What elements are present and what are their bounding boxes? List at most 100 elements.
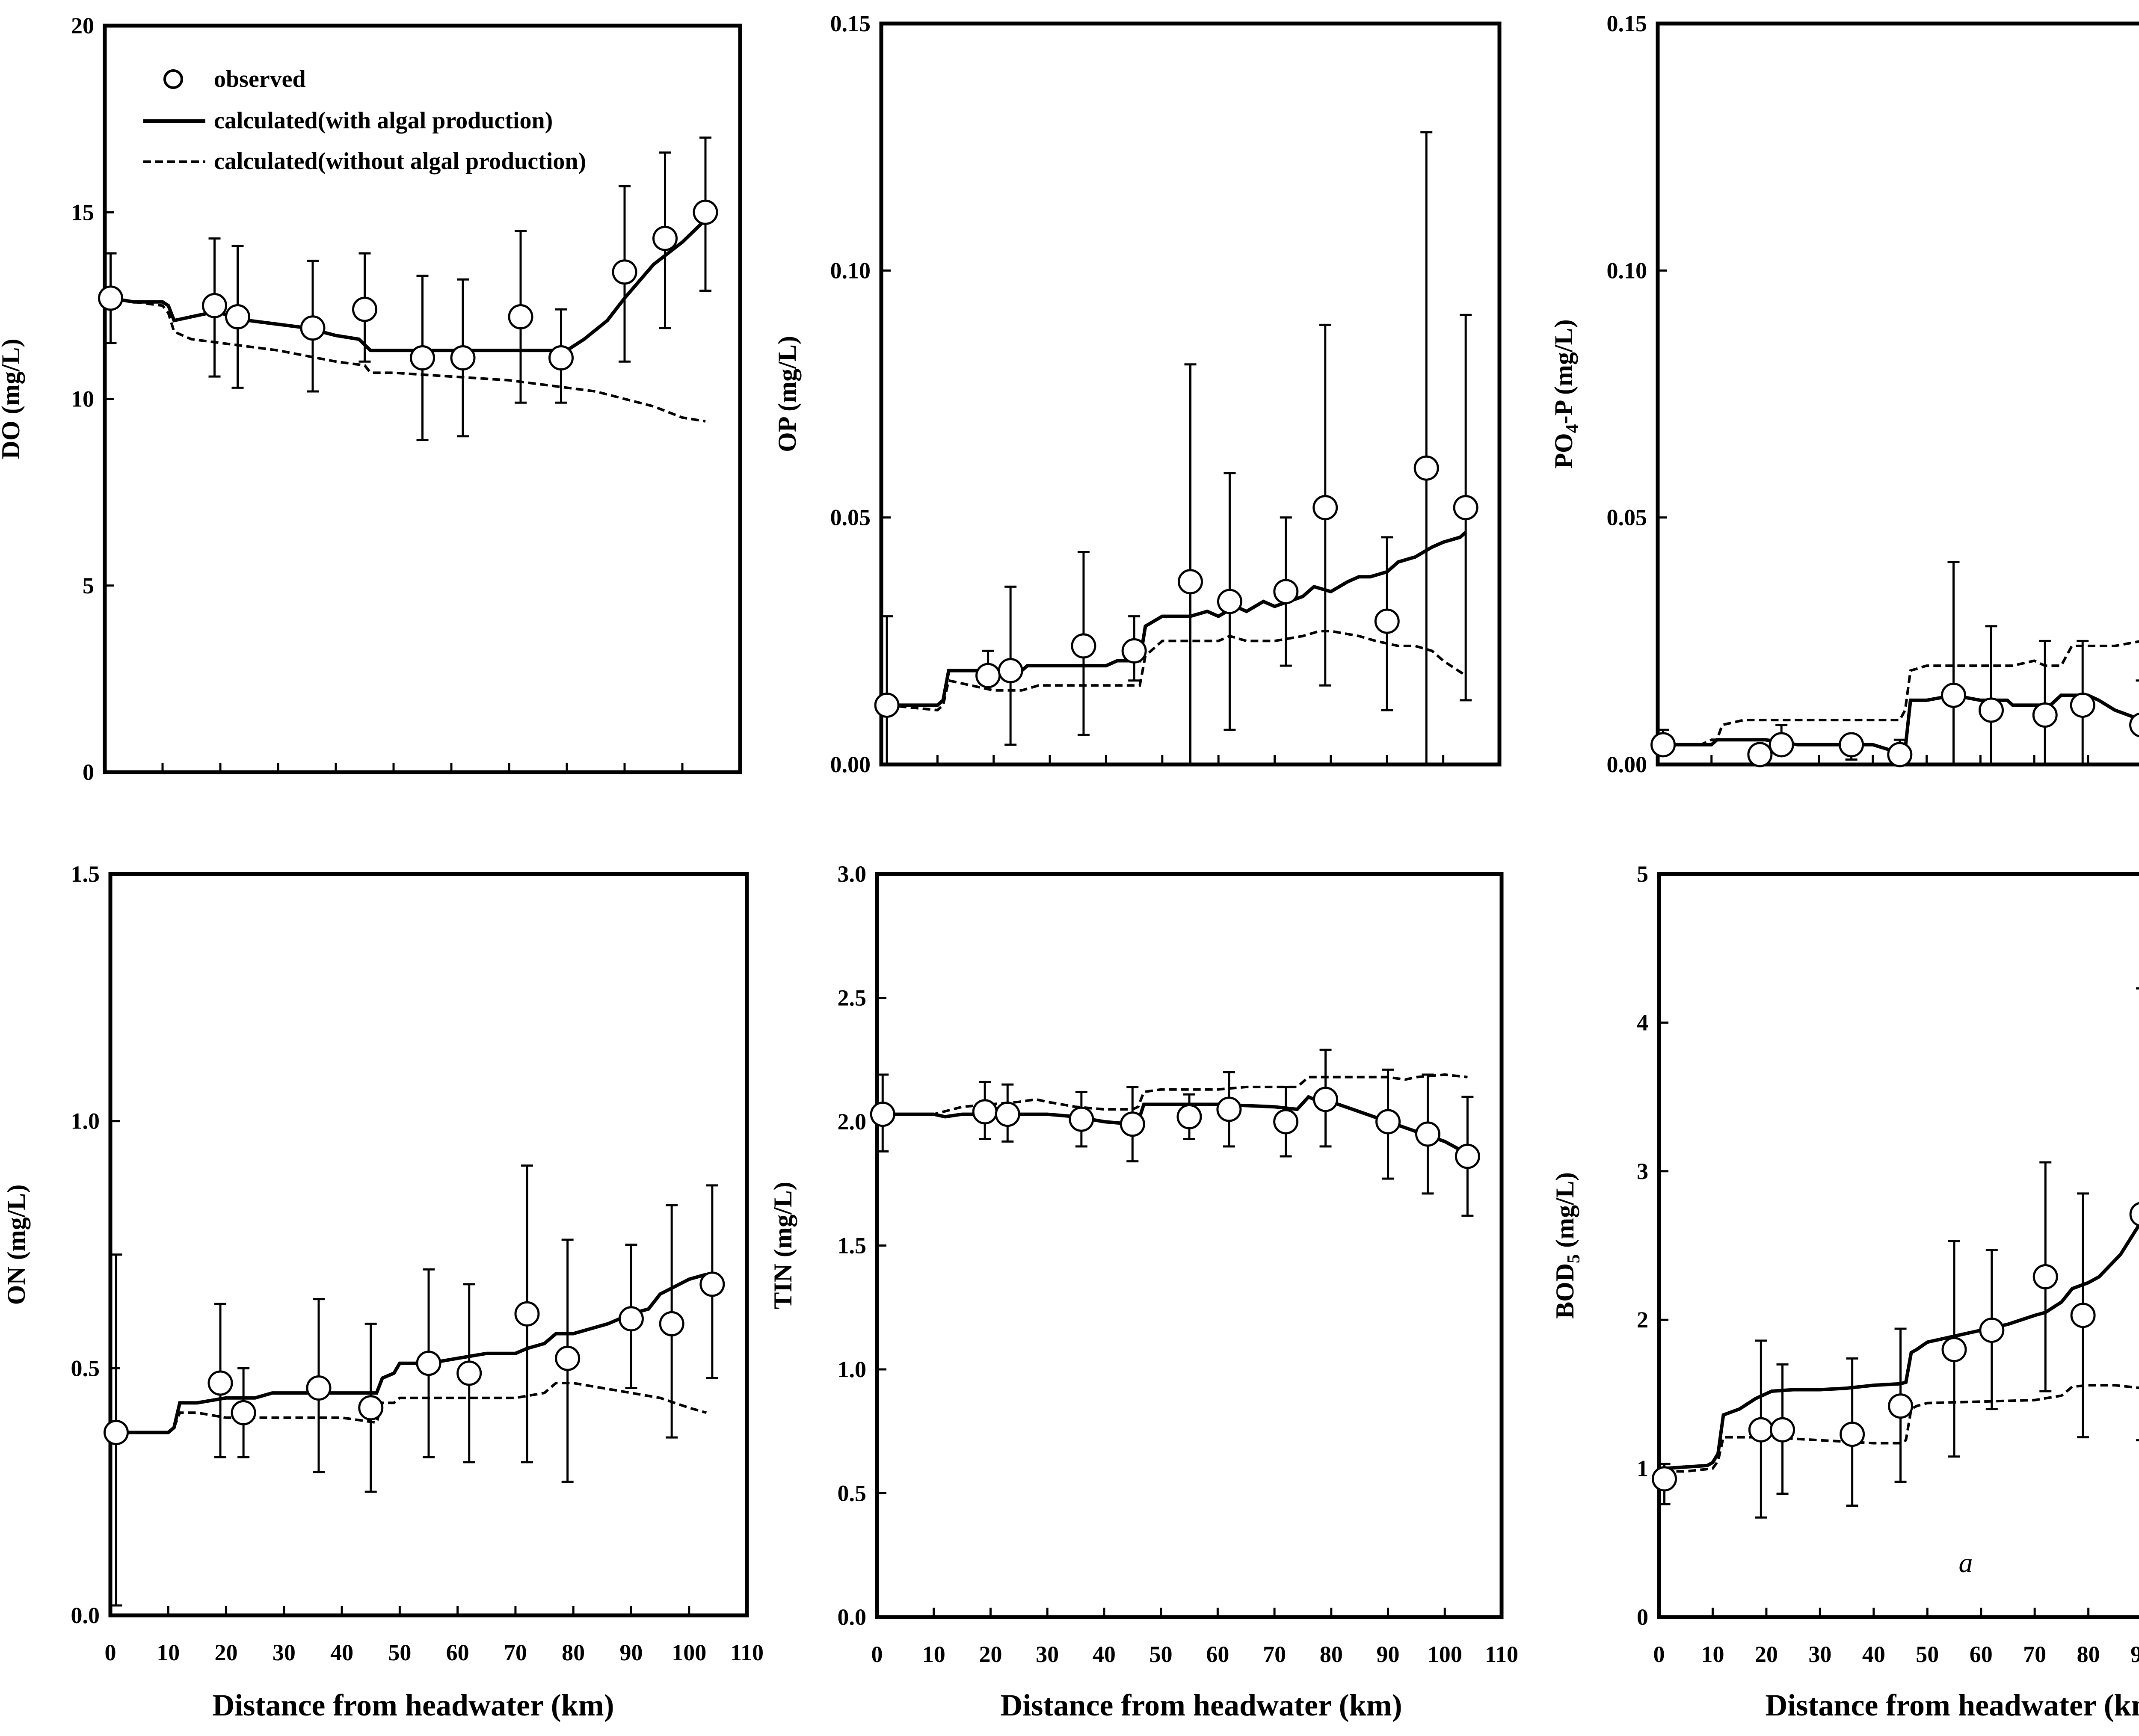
plot-area bbox=[110, 1164, 718, 1607]
legend-without-algae-label: calculated(without algal production) bbox=[214, 148, 586, 175]
y-tick-label: 2.0 bbox=[838, 1109, 867, 1135]
y-axis-title: TIN (mg/L) bbox=[769, 1182, 797, 1309]
x-tick-label: 80 bbox=[562, 1640, 585, 1665]
observed-point bbox=[1273, 1109, 1299, 1135]
observed-point bbox=[1121, 638, 1147, 664]
observed-point bbox=[1455, 1144, 1480, 1169]
x-tick-label: 60 bbox=[446, 1640, 469, 1665]
observed-point bbox=[659, 1311, 684, 1336]
observed-point bbox=[693, 199, 718, 225]
observed-point bbox=[1374, 608, 1400, 634]
observed-point bbox=[2129, 712, 2139, 738]
y-tick-label: 0.5 bbox=[838, 1481, 867, 1506]
observed-point bbox=[358, 1395, 384, 1421]
x-tick-label: 50 bbox=[1149, 1641, 1173, 1667]
x-tick-label: 80 bbox=[2077, 1641, 2100, 1667]
observed-point bbox=[1839, 732, 1864, 758]
legend: observed calculated(with algal productio… bbox=[143, 66, 586, 175]
y-tick-label: 0.5 bbox=[71, 1355, 100, 1381]
observed-point bbox=[225, 304, 250, 330]
y-tick-label: 1.0 bbox=[838, 1357, 867, 1382]
plot-area bbox=[1658, 561, 2139, 764]
y-tick-label: 0.05 bbox=[830, 505, 871, 530]
plot-area bbox=[1659, 987, 2139, 1519]
observed-point bbox=[202, 293, 227, 318]
observed-point bbox=[1941, 682, 1966, 708]
x-tick-label: 90 bbox=[619, 1640, 643, 1665]
plot-frame bbox=[1656, 21, 2139, 767]
x-tick-label: 70 bbox=[1263, 1641, 1286, 1667]
y-tick-label: 0 bbox=[83, 759, 94, 785]
observed-point bbox=[1747, 742, 1773, 767]
series-without-algal-production bbox=[1664, 1384, 2139, 1473]
y-tick-label: 10 bbox=[71, 386, 94, 412]
observed-point bbox=[104, 1420, 129, 1446]
observed-point bbox=[1887, 742, 1913, 767]
x-tick-label: 30 bbox=[273, 1640, 296, 1665]
x-tick-label: 20 bbox=[1755, 1641, 1778, 1667]
series-without-algal-production bbox=[110, 296, 706, 423]
y-tick-label: 2 bbox=[1637, 1307, 1648, 1333]
y-tick-label: 0.00 bbox=[1607, 752, 1647, 777]
legend-observed-label: observed bbox=[214, 66, 306, 92]
observed-point bbox=[972, 1099, 998, 1125]
y-axis-title: PO4-P (mg/L) bbox=[1549, 319, 1582, 468]
y-tick-label: 0.0 bbox=[71, 1603, 100, 1628]
observed-point bbox=[1840, 1422, 1865, 1447]
y-tick-label: 3.0 bbox=[838, 861, 867, 887]
y-tick-label: 2.5 bbox=[838, 985, 867, 1011]
observed-point bbox=[2032, 1264, 2058, 1289]
observed-point bbox=[555, 1345, 581, 1371]
observed-point bbox=[231, 1400, 256, 1425]
y-tick-label: 0.05 bbox=[1607, 505, 1647, 530]
observed-point bbox=[1979, 1318, 2005, 1343]
observed-point bbox=[1313, 1087, 1339, 1112]
y-axis-title: OP (mg/L) bbox=[773, 336, 801, 452]
observed-point bbox=[1071, 633, 1096, 659]
legend-observed-marker bbox=[163, 69, 183, 89]
observed-point bbox=[1650, 732, 1676, 758]
observed-point bbox=[1312, 495, 1338, 521]
x-tick-label: 50 bbox=[1916, 1641, 1939, 1667]
panel-tin: 0.0 0.5 1.0 1.5 2.0 2.5 3.0 0 10 20 30 40 50 60 70 80 90… bbox=[769, 861, 1518, 1667]
observed-point bbox=[998, 658, 1023, 684]
x-tick-label: 60 bbox=[1206, 1641, 1229, 1667]
y-axis-title: ON (mg/L) bbox=[2, 1185, 30, 1305]
observed-point bbox=[514, 1301, 540, 1327]
observed-point bbox=[1979, 697, 2004, 723]
observed-point bbox=[548, 345, 574, 371]
observed-point bbox=[1748, 1417, 1774, 1443]
x-tick-label: 20 bbox=[979, 1641, 1002, 1667]
panel-annotation: a bbox=[1959, 1547, 1973, 1579]
y-tick-label: 0.00 bbox=[830, 752, 871, 777]
observed-point bbox=[1770, 1417, 1795, 1443]
x-tick-label: 60 bbox=[1970, 1641, 1993, 1667]
y-tick-label: 1.5 bbox=[71, 861, 100, 887]
observed-point bbox=[2070, 692, 2095, 718]
x-tick-label: 20 bbox=[215, 1640, 238, 1665]
y-tick-label: 0 bbox=[1637, 1604, 1648, 1630]
x-tick-label: 110 bbox=[1485, 1641, 1518, 1667]
x-tick-label: 80 bbox=[1320, 1641, 1343, 1667]
panel-bod5: 0123450102030405060708090100110BOD5 (mg/… bbox=[1551, 861, 2139, 1667]
observed-point bbox=[1217, 589, 1242, 614]
observed-point bbox=[1769, 732, 1794, 758]
x-tick-label: 40 bbox=[330, 1640, 353, 1665]
panel-po4p: 0.00 0.05 0.10 0.15 PO4-P (mg/L) bbox=[1549, 11, 2139, 777]
x-tick-label: 70 bbox=[504, 1640, 527, 1665]
x-axis-title-tin: Distance from headwater (km) bbox=[1000, 1688, 1402, 1722]
observed-point bbox=[306, 1375, 332, 1401]
panel-on: 0.0 0.5 1.0 1.5 0 10 20 30 40 50 60 70 80 90 100 110 ON … bbox=[2, 861, 764, 1665]
y-tick-label: 5 bbox=[1637, 861, 1648, 887]
observed-point bbox=[618, 1306, 644, 1332]
observed-point bbox=[1413, 455, 1439, 481]
y-axis-title: BOD5 (mg/L) bbox=[1551, 1172, 1584, 1319]
x-tick-label: 0 bbox=[105, 1640, 116, 1665]
observed-point bbox=[975, 663, 1001, 688]
y-tick-label: 0.15 bbox=[830, 11, 871, 36]
observed-point bbox=[870, 1102, 895, 1127]
series-without-algal-production bbox=[1663, 640, 2139, 746]
x-tick-label: 30 bbox=[1808, 1641, 1831, 1667]
y-tick-label: 0.10 bbox=[1607, 258, 1647, 283]
